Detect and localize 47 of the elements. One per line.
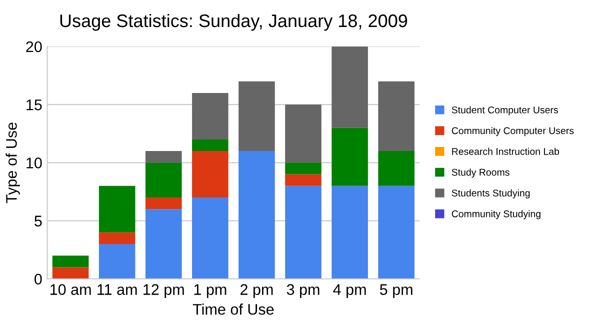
bar — [52, 267, 89, 279]
legend-label: Community Computer Users — [452, 127, 574, 136]
bar — [145, 151, 182, 163]
y-tick-label: 15 — [26, 100, 42, 110]
bar — [192, 198, 228, 279]
x-tick-label: 11 am — [98, 284, 137, 295]
legend-label: Study Rooms — [452, 168, 510, 178]
x-tick-label: 10 am — [50, 284, 91, 295]
legend-label: Research Instruction Lab — [452, 148, 560, 155]
bar — [98, 232, 136, 244]
x-tick-label: 3 pm — [286, 284, 320, 298]
x-tick-label: 5 pm — [380, 284, 412, 298]
y-tick-label: 5 — [34, 216, 42, 226]
bar — [238, 81, 275, 152]
bar — [378, 151, 414, 186]
bar — [192, 151, 228, 198]
bar — [192, 92, 228, 140]
y-tick-label: 0 — [34, 274, 42, 285]
chart-title: Usage Statistics: Sunday, January 18, 2009 — [60, 14, 408, 31]
bar — [378, 81, 414, 152]
bar — [285, 174, 322, 186]
x-tick-label: 2 pm — [240, 284, 273, 298]
bar — [192, 139, 228, 152]
bar — [285, 162, 322, 174]
bar — [332, 186, 368, 279]
y-tick-label: 10 — [26, 158, 42, 168]
bar — [145, 198, 182, 210]
bar — [238, 151, 275, 279]
bar — [285, 104, 322, 163]
bar — [332, 46, 368, 128]
y-tick-label: 20 — [26, 41, 42, 52]
legend-label: Student Computer Users — [452, 106, 558, 116]
bar — [145, 209, 182, 279]
bar — [332, 128, 368, 186]
x-tick-label: 4 pm — [333, 284, 366, 298]
bar — [145, 162, 182, 198]
bar — [98, 244, 136, 279]
bar — [98, 186, 136, 232]
bar — [378, 186, 414, 279]
bar — [52, 256, 89, 268]
legend-label: Students Studying — [452, 189, 530, 198]
x-tick-label: 1 pm — [194, 284, 226, 298]
x-axis-title: Time of Use — [192, 304, 274, 315]
bar — [285, 186, 322, 279]
y-axis-title: Type of Use — [6, 122, 20, 204]
x-tick-label: 12 pm — [144, 284, 184, 298]
legend-label: Community Studying — [452, 210, 540, 220]
